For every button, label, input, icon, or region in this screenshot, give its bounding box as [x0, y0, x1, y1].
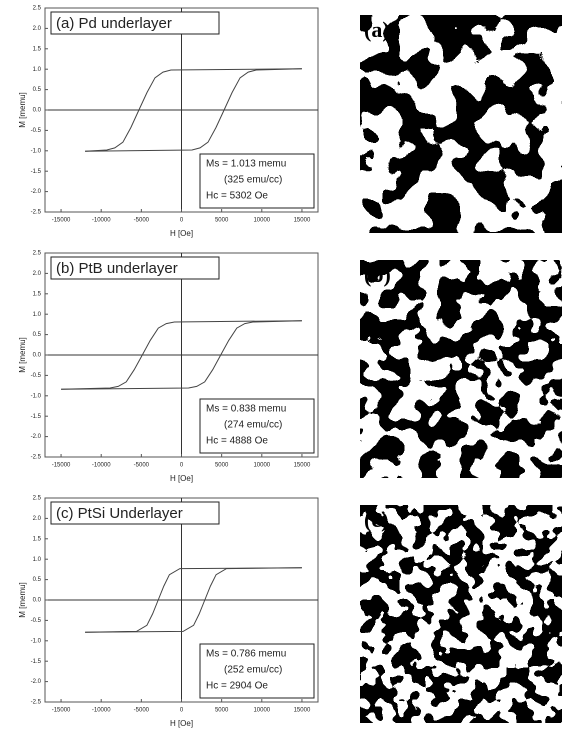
y-tick-label: 2.0 — [33, 26, 42, 32]
domain-image — [360, 505, 562, 723]
y-tick-label: 0.5 — [33, 577, 42, 583]
x-axis-label: H [Oe] — [170, 719, 193, 728]
chart-title: (c) PtSi Underlayer — [56, 505, 183, 522]
y-tick-label: 0.5 — [33, 332, 42, 338]
x-tick-label: 0 — [180, 708, 184, 714]
title-box — [50, 11, 220, 35]
y-tick-label: -2.0 — [31, 189, 42, 195]
annotation-line: Hc = 2904 Oe — [206, 681, 268, 692]
chart-title: (b) PtB underlayer — [56, 260, 178, 277]
y-tick-label: -1.0 — [31, 148, 42, 154]
x-tick-label: 5000 — [215, 708, 229, 714]
y-tick-label: 2.5 — [33, 251, 42, 257]
y-tick-label: 0.0 — [33, 598, 42, 604]
x-tick-label: 5000 — [215, 218, 229, 224]
y-tick-label: -1.5 — [31, 659, 42, 665]
hysteresis-branch — [85, 68, 302, 152]
y-tick-label: 1.0 — [33, 312, 42, 318]
y-tick-label: -1.0 — [31, 638, 42, 644]
annotation-line: Ms = 0.786 memu — [206, 649, 286, 660]
x-tick-label: 15000 — [294, 463, 311, 469]
x-tick-label: 0 — [180, 218, 184, 224]
y-tick-label: 0.0 — [33, 108, 42, 114]
x-tick-label: 10000 — [253, 218, 270, 224]
annotation-box — [199, 398, 315, 454]
x-tick-label: -15000 — [52, 463, 71, 469]
y-tick-label: -2.0 — [31, 434, 42, 440]
x-tick-label: -15000 — [52, 708, 71, 714]
x-tick-label: -10000 — [92, 463, 111, 469]
y-tick-label: -0.5 — [31, 128, 42, 134]
annotation-line: (274 emu/cc) — [224, 420, 282, 431]
image-label: (a) — [364, 17, 390, 42]
hysteresis-branch — [61, 320, 302, 390]
x-axis-label: H [Oe] — [170, 474, 193, 483]
y-tick-label: 2.5 — [33, 496, 42, 502]
x-tick-label: 15000 — [294, 218, 311, 224]
y-tick-label: -2.5 — [31, 455, 42, 461]
x-tick-label: 10000 — [253, 708, 270, 714]
y-tick-label: 1.5 — [33, 46, 42, 52]
y-tick-label: -0.5 — [31, 373, 42, 379]
domain-image — [360, 15, 562, 233]
x-tick-label: 5000 — [215, 463, 229, 469]
annotation-box — [199, 153, 315, 209]
x-tick-label: -5000 — [134, 708, 150, 714]
y-axis-label: M [memu] — [18, 92, 27, 128]
title-box — [50, 501, 220, 525]
annotation-line: Hc = 4888 Oe — [206, 436, 268, 447]
y-tick-label: 1.0 — [33, 67, 42, 73]
domain-image — [360, 260, 562, 478]
annotation-line: (325 emu/cc) — [224, 175, 282, 186]
y-tick-label: -1.5 — [31, 414, 42, 420]
y-tick-label: 1.5 — [33, 536, 42, 542]
y-tick-label: 1.5 — [33, 291, 42, 297]
y-tick-label: -2.5 — [31, 210, 42, 216]
y-tick-label: 0.5 — [33, 87, 42, 93]
hysteresis-branch — [85, 567, 302, 633]
y-tick-label: 0.0 — [33, 353, 42, 359]
y-tick-label: -1.0 — [31, 393, 42, 399]
y-axis-label: M [memu] — [18, 582, 27, 618]
x-axis-label: H [Oe] — [170, 229, 193, 238]
y-tick-label: 1.0 — [33, 557, 42, 563]
y-axis-label: M [memu] — [18, 337, 27, 373]
y-tick-label: -2.0 — [31, 679, 42, 685]
hysteresis-branch — [61, 320, 302, 390]
annotation-box — [199, 643, 315, 699]
y-tick-label: -1.5 — [31, 169, 42, 175]
annotation-line: Hc = 5302 Oe — [206, 191, 268, 202]
x-tick-label: 15000 — [294, 708, 311, 714]
chart-title: (a) Pd underlayer — [56, 15, 172, 32]
y-tick-label: -0.5 — [31, 618, 42, 624]
hysteresis-branch — [85, 567, 302, 633]
y-tick-label: 2.0 — [33, 271, 42, 277]
annotation-line: Ms = 1.013 memu — [206, 159, 286, 170]
hysteresis-branch — [85, 68, 302, 152]
x-tick-label: -10000 — [92, 218, 111, 224]
x-tick-label: 10000 — [253, 463, 270, 469]
y-tick-label: -2.5 — [31, 700, 42, 706]
image-label: (b) — [364, 262, 391, 287]
x-tick-label: -5000 — [134, 218, 150, 224]
x-tick-label: -15000 — [52, 218, 71, 224]
y-tick-label: 2.0 — [33, 516, 42, 522]
annotation-line: (252 emu/cc) — [224, 665, 282, 676]
annotation-line: Ms = 0.838 memu — [206, 404, 286, 415]
y-tick-label: 2.5 — [33, 6, 42, 12]
title-box — [50, 256, 220, 280]
x-tick-label: -10000 — [92, 708, 111, 714]
x-tick-label: -5000 — [134, 463, 150, 469]
x-tick-label: 0 — [180, 463, 184, 469]
image-label: (c) — [364, 507, 388, 532]
